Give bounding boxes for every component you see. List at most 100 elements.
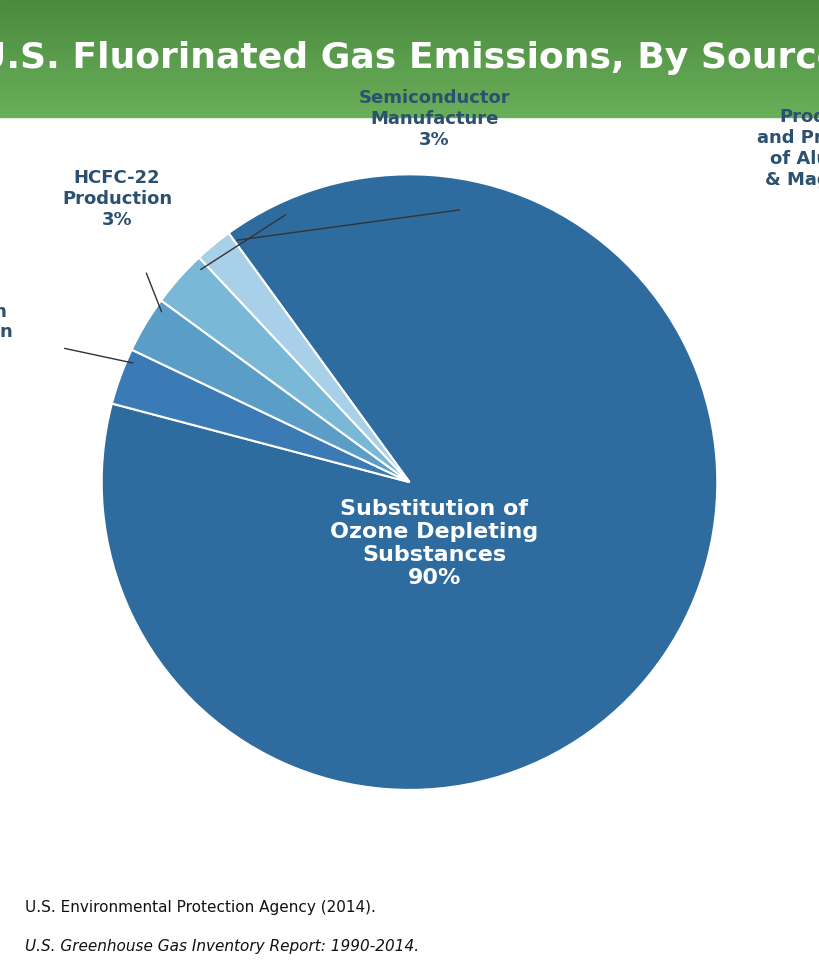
Bar bbox=[0, 93, 819, 94]
Bar bbox=[0, 87, 819, 88]
Bar bbox=[0, 49, 819, 51]
Bar bbox=[0, 104, 819, 105]
Bar bbox=[0, 19, 819, 21]
Bar bbox=[0, 106, 819, 107]
Bar bbox=[0, 2, 819, 4]
Bar bbox=[0, 112, 819, 113]
Bar bbox=[0, 35, 819, 36]
Bar bbox=[0, 86, 819, 87]
Text: HCFC-22
Production
3%: HCFC-22 Production 3% bbox=[62, 169, 172, 229]
Bar bbox=[0, 6, 819, 7]
Bar bbox=[0, 92, 819, 93]
Bar bbox=[0, 23, 819, 24]
Bar bbox=[0, 107, 819, 109]
Bar bbox=[0, 5, 819, 6]
Bar bbox=[0, 77, 819, 78]
Text: U.S. Greenhouse Gas Inventory Report: 1990-2014.: U.S. Greenhouse Gas Inventory Report: 19… bbox=[25, 939, 419, 955]
Bar bbox=[0, 41, 819, 42]
Bar bbox=[0, 69, 819, 70]
Bar bbox=[0, 76, 819, 77]
Bar bbox=[0, 72, 819, 74]
Bar bbox=[0, 94, 819, 95]
Bar bbox=[0, 97, 819, 98]
Text: Electrical
Transmission
& Distribution
3%: Electrical Transmission & Distribution 3… bbox=[0, 281, 13, 362]
Bar bbox=[0, 110, 819, 111]
Bar bbox=[0, 52, 819, 53]
Bar bbox=[0, 17, 819, 18]
Bar bbox=[0, 98, 819, 99]
Bar bbox=[0, 66, 819, 68]
Bar bbox=[0, 58, 819, 59]
Bar bbox=[0, 21, 819, 22]
Bar bbox=[0, 30, 819, 31]
Bar bbox=[0, 37, 819, 39]
Bar bbox=[0, 99, 819, 100]
Bar bbox=[0, 111, 819, 112]
Text: Production
and Processing
of Aluminum
& Magnesium
2%: Production and Processing of Aluminum & … bbox=[758, 108, 819, 209]
Bar bbox=[0, 68, 819, 69]
Bar bbox=[0, 81, 819, 82]
Bar bbox=[0, 33, 819, 34]
Bar bbox=[0, 63, 819, 64]
Bar bbox=[0, 80, 819, 81]
Bar bbox=[0, 43, 819, 45]
Bar bbox=[0, 42, 819, 43]
Bar bbox=[0, 11, 819, 12]
Bar bbox=[0, 47, 819, 48]
Bar bbox=[0, 0, 819, 1]
Bar bbox=[0, 22, 819, 23]
Bar bbox=[0, 83, 819, 84]
Bar bbox=[0, 45, 819, 46]
Bar bbox=[0, 74, 819, 75]
Wedge shape bbox=[161, 257, 410, 482]
Text: Semiconductor
Manufacture
3%: Semiconductor Manufacture 3% bbox=[358, 90, 510, 149]
Bar bbox=[0, 28, 819, 29]
Bar bbox=[0, 55, 819, 56]
Bar bbox=[0, 57, 819, 58]
Bar bbox=[0, 59, 819, 60]
Text: Substitution of
Ozone Depleting
Substances
90%: Substitution of Ozone Depleting Substanc… bbox=[330, 499, 538, 588]
Bar bbox=[0, 7, 819, 8]
Bar bbox=[0, 1, 819, 2]
Bar bbox=[0, 51, 819, 52]
Bar bbox=[0, 109, 819, 110]
Wedge shape bbox=[102, 174, 717, 790]
Bar bbox=[0, 13, 819, 14]
Bar bbox=[0, 103, 819, 104]
Bar bbox=[0, 88, 819, 89]
Bar bbox=[0, 90, 819, 92]
Bar bbox=[0, 16, 819, 17]
Bar bbox=[0, 29, 819, 30]
Bar bbox=[0, 10, 819, 11]
Bar bbox=[0, 54, 819, 55]
Bar bbox=[0, 39, 819, 40]
Bar bbox=[0, 56, 819, 57]
Bar bbox=[0, 40, 819, 41]
Bar bbox=[0, 115, 819, 116]
Bar bbox=[0, 53, 819, 54]
Bar bbox=[0, 82, 819, 83]
Bar bbox=[0, 71, 819, 72]
Text: U.S. Environmental Protection Agency (2014).: U.S. Environmental Protection Agency (20… bbox=[25, 900, 375, 915]
Bar bbox=[0, 100, 819, 101]
Bar bbox=[0, 48, 819, 49]
Bar bbox=[0, 78, 819, 80]
Bar bbox=[0, 4, 819, 5]
Bar bbox=[0, 75, 819, 76]
Bar bbox=[0, 8, 819, 10]
Bar bbox=[0, 62, 819, 63]
Bar bbox=[0, 60, 819, 62]
Bar bbox=[0, 95, 819, 97]
Bar bbox=[0, 101, 819, 103]
Bar bbox=[0, 46, 819, 47]
Bar bbox=[0, 34, 819, 35]
Wedge shape bbox=[132, 300, 410, 482]
Bar bbox=[0, 64, 819, 65]
Text: U.S. Fluorinated Gas Emissions, By Source: U.S. Fluorinated Gas Emissions, By Sourc… bbox=[0, 42, 819, 75]
Bar bbox=[0, 24, 819, 25]
Bar bbox=[0, 14, 819, 16]
Bar bbox=[0, 84, 819, 86]
Bar bbox=[0, 116, 819, 117]
Bar bbox=[0, 113, 819, 115]
Bar bbox=[0, 105, 819, 106]
